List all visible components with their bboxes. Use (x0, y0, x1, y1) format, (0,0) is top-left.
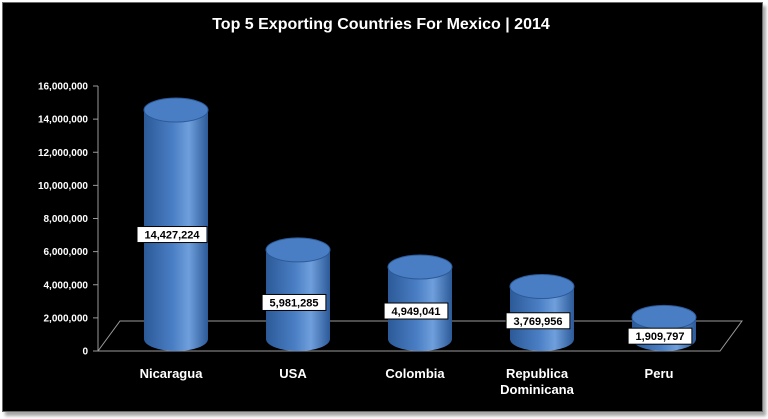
y-tick-label: 0 (82, 347, 88, 358)
data-label: 4,949,041 (392, 306, 441, 318)
x-tick-label: Colombia (385, 366, 445, 381)
y-tick-label: 16,000,000 (38, 82, 88, 93)
chart-title: Top 5 Exporting Countries For Mexico | 2… (212, 16, 550, 33)
data-label: 1,909,797 (636, 331, 685, 343)
data-label-box (505, 312, 571, 330)
x-tick-label: Peru (645, 366, 674, 381)
bar-top (265, 237, 331, 263)
bar (143, 97, 209, 351)
y-tick-label: 4,000,000 (44, 280, 89, 291)
x-tick-label: Republica (506, 366, 569, 381)
data-label: 5,981,285 (270, 297, 319, 309)
x-tick-label: Dominicana (500, 382, 574, 397)
x-tick-label: Nicaragua (140, 366, 204, 381)
y-tick-label: 2,000,000 (44, 313, 89, 324)
y-tick-label: 10,000,000 (38, 181, 88, 192)
y-tick-label: 14,000,000 (38, 115, 88, 126)
bar-top (387, 254, 453, 280)
bar-top (143, 97, 209, 123)
data-label: 3,769,956 (514, 316, 563, 328)
bar-top (631, 304, 697, 330)
data-label-box (261, 293, 327, 311)
data-label: 14,427,224 (144, 230, 200, 242)
y-tick-label: 12,000,000 (38, 148, 88, 159)
data-label-box (136, 226, 208, 244)
y-tick-label: 6,000,000 (44, 247, 89, 258)
data-label-box (383, 302, 449, 320)
data-label-box (627, 327, 693, 345)
x-tick-label: USA (279, 366, 307, 381)
bar-top (509, 274, 575, 300)
y-tick-label: 8,000,000 (44, 214, 89, 225)
